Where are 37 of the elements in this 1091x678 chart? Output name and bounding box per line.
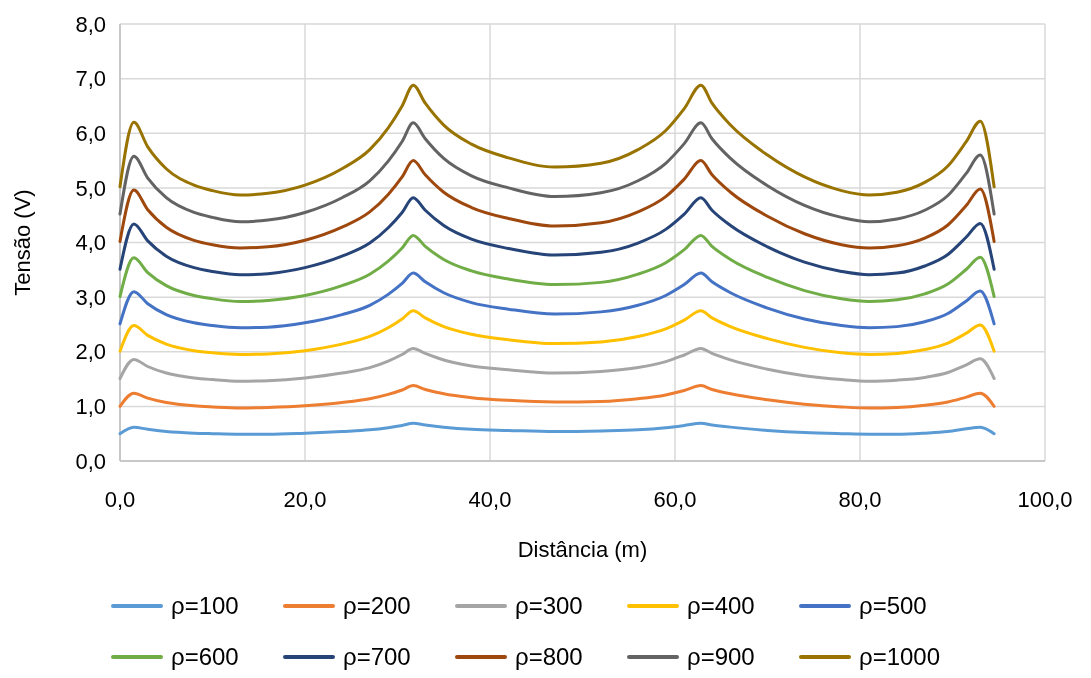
y-tick-label: 3,0 [75, 284, 106, 310]
x-axis-title: Distância (m) [517, 537, 648, 562]
legend-label: ρ=500 [859, 592, 927, 620]
line-series [118, 196, 996, 277]
line-series [118, 421, 996, 436]
y-tick-label: 4,0 [75, 230, 106, 256]
line-series [118, 384, 996, 410]
line-series [118, 121, 996, 224]
y-tick-label: 6,0 [75, 120, 106, 146]
x-tick-label: 40,0 [468, 487, 512, 512]
y-axis-title: Tensão (V) [10, 189, 35, 296]
x-tick-label: 100,0 [1017, 487, 1073, 512]
y-tick-label: 8,0 [75, 11, 106, 37]
legend-label: ρ=400 [687, 592, 755, 620]
line-series [118, 309, 996, 356]
x-tick-label: 60,0 [653, 487, 697, 512]
x-tick-label: 0,0 [104, 487, 136, 512]
line-series [118, 233, 996, 303]
y-tick-label: 0,0 [75, 448, 106, 474]
legend-label: ρ=900 [687, 643, 755, 671]
x-tick-label: 20,0 [283, 487, 327, 512]
legend-label: ρ=700 [343, 643, 411, 671]
y-tick-label: 5,0 [75, 175, 106, 201]
y-tick-label: 2,0 [75, 339, 106, 365]
legend-label: ρ=100 [171, 592, 239, 620]
x-tick-label: 80,0 [838, 487, 882, 512]
legend-label: ρ=1000 [859, 643, 941, 671]
line-series [118, 271, 996, 330]
legend-label: ρ=600 [171, 643, 239, 671]
legend-label: ρ=200 [343, 592, 411, 620]
y-tick-label: 7,0 [75, 66, 106, 92]
line-series [118, 83, 996, 197]
legend-label: ρ=800 [515, 643, 583, 671]
legend-label: ρ=300 [515, 592, 583, 620]
y-tick-label: 1,0 [75, 394, 106, 420]
line-series [118, 159, 996, 250]
line-series [118, 346, 996, 383]
